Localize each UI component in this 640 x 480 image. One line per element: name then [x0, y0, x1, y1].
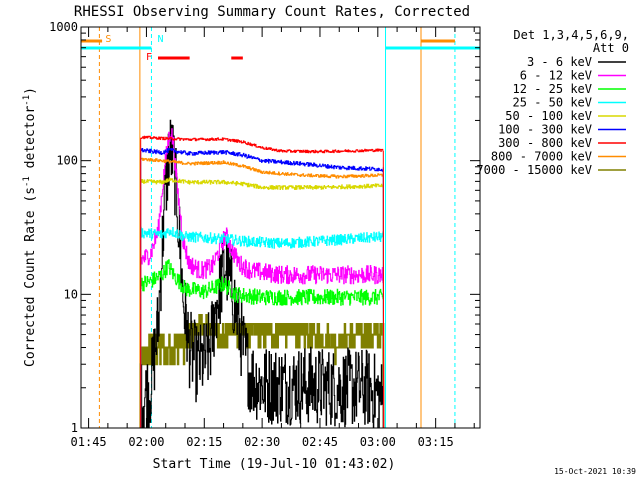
plot-frame: [80, 26, 481, 429]
x-tick-label: 02:30: [244, 435, 280, 449]
x-tick-label: 03:15: [418, 435, 454, 449]
x-tick-label: 03:00: [360, 435, 396, 449]
series-line: [140, 128, 385, 429]
y-tick-label: 1000: [49, 20, 78, 34]
flare-marker-label: F: [146, 52, 152, 63]
legend-entry-label: 50 - 100 keV: [505, 109, 592, 123]
legend-entry-label: 3 - 6 keV: [527, 55, 592, 69]
flag-label: N: [157, 34, 163, 45]
legend-entry-label: 300 - 800 keV: [498, 136, 592, 150]
series-line: [140, 157, 385, 429]
y-axis-label-sup2: -1: [22, 95, 32, 106]
series-line: [140, 226, 385, 429]
legend-entry-label: 6 - 12 keV: [520, 69, 592, 83]
axes: 1 10 100 1000 01:45 02:00 02:15 02:30 02:45 03:00…: [49, 20, 480, 449]
series-line: [140, 148, 385, 429]
legend-entry-label: 7000 - 15000 keV: [476, 163, 592, 177]
y-axis-label-main: Corrected Count Rate (s: [23, 187, 38, 367]
series-line: [140, 135, 385, 429]
x-tick-label: 02:00: [128, 435, 164, 449]
chart-title: RHESSI Observing Summary Count Rates, Co…: [74, 4, 470, 20]
data-series: [139, 119, 385, 429]
detector-list: Det 1,3,4,5,6,9,: [513, 28, 629, 42]
legend-entry-label: 100 - 300 keV: [498, 123, 592, 137]
attenuator-state: Att 0: [593, 41, 629, 55]
y-axis-label-sup1: -1: [22, 176, 32, 187]
flag-label: S: [105, 34, 111, 45]
y-tick-label: 10: [64, 287, 78, 301]
series-line: [139, 314, 385, 429]
series-line: [140, 177, 385, 429]
x-tick-label: 02:45: [302, 435, 338, 449]
date-stamp: 15-Oct-2021 10:39: [554, 467, 636, 476]
legend-entry-label: 12 - 25 keV: [513, 82, 592, 96]
y-axis-label: Corrected Count Rate (s-1 detector-1): [22, 87, 38, 367]
legend-entry-label: 800 - 7000 keV: [491, 150, 592, 164]
y-axis-label-mid: detector: [23, 106, 38, 177]
y-tick-label: 100: [56, 154, 78, 168]
legend-entry-label: 25 - 50 keV: [513, 96, 592, 110]
y-tick-label: 1: [71, 421, 78, 435]
series-line: [140, 259, 385, 429]
x-tick-label: 02:15: [186, 435, 222, 449]
flag-lines: S NF: [81, 27, 480, 428]
x-axis-label: Start Time (19-Jul-10 01:43:02): [153, 457, 396, 472]
y-axis-label-end: ): [23, 87, 38, 95]
x-tick-label: 01:45: [71, 435, 107, 449]
